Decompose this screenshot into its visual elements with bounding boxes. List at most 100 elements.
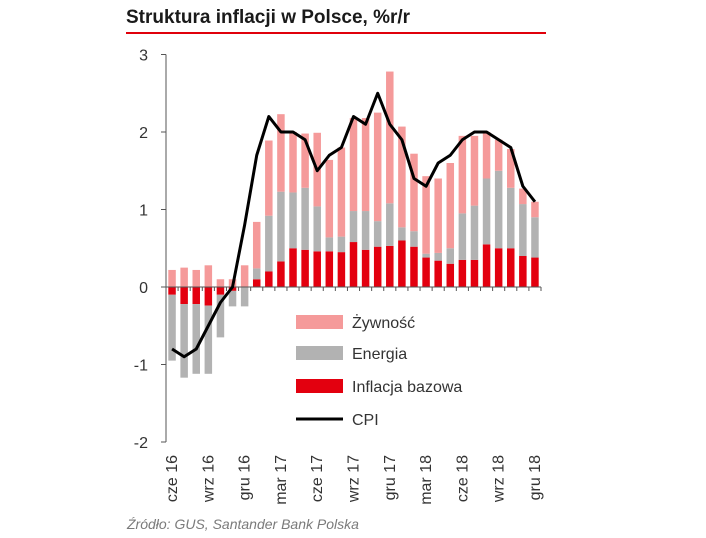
bar--ywno xyxy=(204,265,213,287)
bar-energia xyxy=(373,221,382,247)
x-tick-label: mar 18 xyxy=(418,455,435,505)
bar--ywno xyxy=(410,153,418,232)
bar-inflacja-bazowa xyxy=(192,287,200,305)
legend-swatch xyxy=(296,379,343,393)
bar-energia xyxy=(386,203,394,246)
bar-energia xyxy=(192,304,200,374)
legend-swatch xyxy=(296,346,343,360)
bar-inflacja-bazowa xyxy=(361,249,370,287)
bar--ywno xyxy=(398,126,406,228)
bar-energia xyxy=(337,236,346,253)
bar-inflacja-bazowa xyxy=(446,263,455,287)
bar-inflacja-bazowa xyxy=(519,256,527,287)
bar-energia xyxy=(434,252,442,261)
bar-inflacja-bazowa xyxy=(494,248,503,287)
y-tick-label: -1 xyxy=(134,358,148,375)
x-tick-label: wrz 16 xyxy=(200,455,217,503)
bar-energia xyxy=(228,290,237,307)
legend-label: Inflacja bazowa xyxy=(352,379,462,396)
bar-energia xyxy=(531,217,539,258)
bar-energia xyxy=(313,206,321,252)
legend-swatch xyxy=(296,315,343,329)
bar-energia xyxy=(422,253,430,258)
bar-energia xyxy=(168,294,176,361)
bar-energia xyxy=(265,215,273,272)
bar-energia xyxy=(252,268,261,280)
cpi-line xyxy=(171,91,537,359)
bar--ywno xyxy=(446,163,455,249)
bar--ywno xyxy=(337,147,346,237)
y-tick-label: 1 xyxy=(139,203,148,220)
bar--ywno xyxy=(301,133,309,188)
bar-inflacja-bazowa xyxy=(434,260,442,287)
bar-inflacja-bazowa xyxy=(289,248,297,287)
bar--ywno xyxy=(277,114,285,192)
bar-inflacja-bazowa xyxy=(204,287,213,306)
bar-inflacja-bazowa xyxy=(482,244,491,287)
bar-inflacja-bazowa xyxy=(422,257,430,287)
bar--ywno xyxy=(361,118,370,212)
bar-inflacja-bazowa xyxy=(313,251,321,287)
bar-energia xyxy=(301,187,309,250)
bar-energia xyxy=(349,211,358,243)
x-tick-label: gru 18 xyxy=(527,455,544,500)
x-tick-label: cze 18 xyxy=(454,455,471,502)
bar-inflacja-bazowa xyxy=(337,252,346,287)
bar-inflacja-bazowa xyxy=(373,246,382,287)
bar-inflacja-bazowa xyxy=(458,259,467,287)
bar-energia xyxy=(240,287,249,307)
bar--ywno xyxy=(458,135,467,214)
x-tick-label: cze 16 xyxy=(164,455,181,502)
bar--ywno xyxy=(192,269,200,287)
bar-inflacja-bazowa xyxy=(301,249,309,287)
bar--ywno xyxy=(531,201,539,218)
source-note: Źródło: GUS, Santander Bank Polska xyxy=(127,516,359,532)
bar--ywno xyxy=(434,178,442,253)
bar-inflacja-bazowa xyxy=(410,246,418,287)
bar-inflacja-bazowa xyxy=(168,287,176,295)
bar-energia xyxy=(458,213,467,260)
y-tick-label: 3 xyxy=(139,48,148,65)
bar-energia xyxy=(204,305,213,374)
bar-inflacja-bazowa xyxy=(252,279,261,287)
bar--ywno xyxy=(252,221,261,269)
bar--ywno xyxy=(386,71,394,204)
bar--ywno xyxy=(168,269,176,287)
bar--ywno xyxy=(494,139,503,171)
bar-energia xyxy=(325,237,334,252)
bar--ywno xyxy=(240,265,249,287)
legend-label: CPI xyxy=(352,412,379,429)
bar-energia xyxy=(494,170,503,249)
bar-inflacja-bazowa xyxy=(216,287,225,295)
bar-inflacja-bazowa xyxy=(531,257,539,287)
bar--ywno xyxy=(265,140,273,216)
bar--ywno xyxy=(482,132,491,179)
bar--ywno xyxy=(325,159,334,238)
bar-energia xyxy=(446,248,455,264)
bar-energia xyxy=(410,231,418,247)
bar-energia xyxy=(289,192,297,249)
bar-inflacja-bazowa xyxy=(507,248,515,287)
bar-inflacja-bazowa xyxy=(349,242,358,287)
bar-inflacja-bazowa xyxy=(325,251,334,287)
bar-inflacja-bazowa xyxy=(265,271,273,287)
bar--ywno xyxy=(470,135,479,206)
bar-energia xyxy=(507,187,515,249)
y-tick-label: 2 xyxy=(139,125,148,142)
bar-energia xyxy=(216,294,225,338)
legend-label: Energia xyxy=(352,346,407,363)
y-tick-label: 0 xyxy=(139,280,148,297)
x-tick-label: mar 17 xyxy=(273,455,290,505)
bar-inflacja-bazowa xyxy=(470,259,479,287)
x-tick-label: gru 17 xyxy=(382,455,399,500)
bar--ywno xyxy=(519,188,527,205)
x-tick-label: gru 16 xyxy=(237,455,254,500)
bar-inflacja-bazowa xyxy=(398,240,406,287)
bar--ywno xyxy=(507,149,515,188)
bar-inflacja-bazowa xyxy=(277,261,285,287)
bar-inflacja-bazowa xyxy=(386,245,394,287)
bar--ywno xyxy=(349,118,358,212)
bar-energia xyxy=(180,304,188,378)
bar-energia xyxy=(519,204,527,256)
